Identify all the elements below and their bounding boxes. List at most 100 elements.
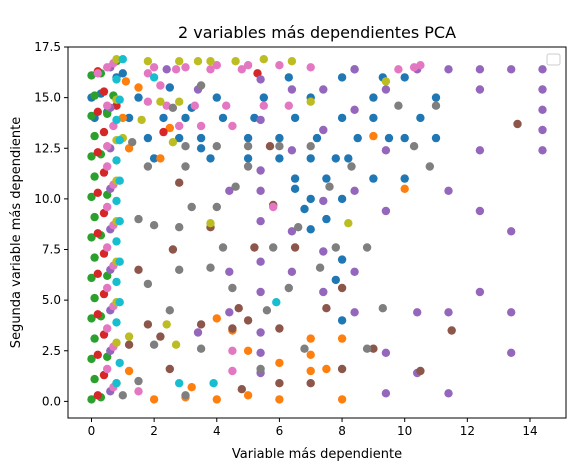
y-tick-label: 15.0 bbox=[34, 91, 61, 105]
data-point bbox=[90, 212, 99, 222]
data-point bbox=[319, 85, 328, 94]
data-point bbox=[243, 316, 253, 325]
data-point bbox=[350, 186, 359, 195]
data-point bbox=[538, 146, 547, 155]
data-point bbox=[538, 65, 547, 74]
data-point bbox=[256, 217, 265, 226]
data-point bbox=[228, 324, 237, 333]
data-point bbox=[175, 265, 184, 274]
data-point bbox=[162, 65, 171, 74]
data-point bbox=[259, 93, 268, 102]
data-point bbox=[272, 298, 281, 307]
data-point bbox=[115, 298, 124, 307]
data-point bbox=[225, 186, 234, 195]
data-point bbox=[369, 93, 378, 102]
data-point bbox=[275, 142, 284, 151]
data-point bbox=[134, 83, 143, 92]
data-point bbox=[103, 142, 112, 151]
data-point bbox=[87, 233, 96, 242]
data-point bbox=[331, 154, 340, 163]
data-point bbox=[319, 125, 328, 135]
data-point bbox=[212, 395, 221, 404]
data-point bbox=[149, 395, 159, 404]
data-point bbox=[284, 73, 293, 82]
data-point bbox=[93, 69, 103, 78]
data-point bbox=[134, 93, 143, 102]
data-point bbox=[400, 73, 409, 82]
data-point bbox=[90, 172, 99, 181]
data-point bbox=[287, 57, 297, 66]
data-point bbox=[243, 346, 253, 355]
legend-box bbox=[546, 53, 561, 66]
data-point bbox=[181, 63, 190, 72]
data-point bbox=[112, 156, 121, 165]
data-point bbox=[112, 277, 121, 287]
data-point bbox=[337, 334, 347, 343]
data-point bbox=[243, 391, 253, 400]
data-point bbox=[115, 358, 124, 368]
data-point bbox=[369, 174, 378, 183]
data-point bbox=[87, 395, 96, 404]
data-point bbox=[209, 379, 218, 388]
data-point bbox=[243, 142, 253, 151]
data-point bbox=[103, 101, 112, 110]
data-point bbox=[287, 267, 297, 276]
data-point bbox=[538, 105, 547, 115]
data-point bbox=[381, 348, 391, 357]
data-point bbox=[416, 113, 425, 123]
data-point bbox=[228, 346, 237, 355]
data-point bbox=[431, 133, 441, 143]
data-point bbox=[118, 113, 128, 123]
data-point bbox=[143, 162, 153, 171]
y-tick-label: 12.5 bbox=[34, 141, 61, 155]
data-point bbox=[112, 318, 121, 327]
data-point bbox=[115, 95, 124, 104]
data-point bbox=[347, 162, 356, 171]
data-point bbox=[206, 263, 215, 272]
data-point bbox=[112, 55, 121, 64]
data-point bbox=[103, 364, 112, 374]
data-point bbox=[337, 316, 347, 325]
data-point bbox=[507, 65, 516, 74]
x-tick-label: 8 bbox=[338, 424, 346, 438]
data-point bbox=[134, 376, 143, 386]
data-point bbox=[294, 223, 303, 232]
x-tick-label: 4 bbox=[213, 424, 221, 438]
data-point bbox=[175, 223, 184, 232]
data-point bbox=[507, 227, 516, 236]
data-point bbox=[378, 304, 387, 313]
data-point bbox=[112, 196, 121, 206]
data-point bbox=[143, 97, 153, 106]
data-point bbox=[384, 133, 394, 143]
data-points bbox=[87, 55, 547, 404]
data-point bbox=[243, 133, 253, 143]
data-point bbox=[306, 366, 315, 376]
data-point bbox=[124, 366, 134, 376]
data-point bbox=[444, 186, 453, 195]
x-axis-ticks: 0 2 4 6 8 10 12 14 bbox=[88, 418, 538, 438]
data-point bbox=[187, 383, 196, 392]
data-point bbox=[206, 65, 215, 74]
data-point bbox=[93, 188, 103, 197]
data-point bbox=[212, 202, 221, 212]
data-point bbox=[112, 379, 121, 388]
data-point bbox=[275, 395, 284, 404]
data-point bbox=[225, 267, 234, 276]
y-tick-label: 0.0 bbox=[42, 394, 61, 408]
data-point bbox=[103, 162, 112, 171]
data-point bbox=[381, 389, 391, 398]
data-point bbox=[171, 340, 181, 349]
data-point bbox=[256, 257, 265, 266]
data-point bbox=[319, 247, 328, 256]
data-point bbox=[99, 87, 109, 96]
data-point bbox=[159, 127, 168, 137]
data-point bbox=[222, 101, 231, 110]
data-point bbox=[87, 354, 96, 364]
data-point bbox=[337, 364, 347, 374]
data-point bbox=[90, 131, 99, 141]
data-point bbox=[315, 263, 325, 272]
data-point bbox=[322, 304, 331, 313]
data-point bbox=[93, 350, 103, 359]
x-tick-label: 12 bbox=[460, 424, 475, 438]
data-point bbox=[112, 115, 121, 125]
